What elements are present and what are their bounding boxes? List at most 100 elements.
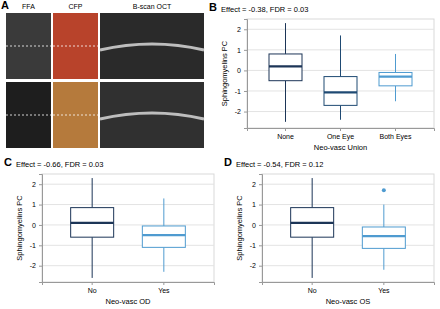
tick-label: 1 xyxy=(32,201,36,208)
tick-mark xyxy=(259,205,262,206)
boxes xyxy=(291,178,406,278)
whisker xyxy=(312,178,313,208)
column-header: CFP xyxy=(69,3,83,10)
figure: AFFACFPB-scan OCT-2-1012NoneOne EyeBoth … xyxy=(0,0,440,309)
median xyxy=(71,222,114,224)
tick-label: 0 xyxy=(237,67,241,74)
grid-line xyxy=(262,224,434,225)
tick-mark xyxy=(259,266,262,267)
axis-title: Sphingomyelins PC xyxy=(235,195,244,261)
tick: 2 xyxy=(32,181,42,188)
axis-line xyxy=(259,175,263,283)
tick: Yes xyxy=(378,282,390,294)
grid-line xyxy=(42,224,214,225)
tick-mark xyxy=(39,245,42,246)
tick-label: -2 xyxy=(30,262,36,269)
grid-line xyxy=(42,204,214,205)
tick-label: None xyxy=(277,133,294,140)
scan-line xyxy=(53,115,98,116)
panel-label: B xyxy=(209,1,217,13)
grid-line xyxy=(262,204,434,205)
box-chart: -2-1012NoYesDEffect = -0.54, FDR = 0.12N… xyxy=(224,156,435,306)
tick-mark xyxy=(259,184,262,185)
tick: 0 xyxy=(32,222,42,229)
tick-label: -1 xyxy=(30,242,36,249)
tick-label: -1 xyxy=(235,88,241,95)
tick-label: -1 xyxy=(250,242,256,249)
scan-line xyxy=(6,46,51,47)
box xyxy=(269,23,302,122)
tick: 2 xyxy=(252,181,262,188)
whisker xyxy=(92,178,93,208)
axis-title: Sphingomyelins PC xyxy=(220,40,229,106)
whisker xyxy=(395,86,396,101)
box-body xyxy=(379,72,412,85)
tick-label: No xyxy=(88,287,97,294)
tick-label: 1 xyxy=(237,47,241,54)
whisker xyxy=(383,248,384,269)
whisker xyxy=(163,247,164,271)
axis-line xyxy=(43,283,215,286)
outlier xyxy=(382,188,386,192)
tick-mark xyxy=(259,245,262,246)
box-body xyxy=(291,208,334,238)
tick-mark xyxy=(244,50,247,51)
median xyxy=(142,234,185,236)
tick: None xyxy=(277,128,294,140)
image xyxy=(6,82,51,148)
box-chart: -2-1012NoneOne EyeBoth EyesBEffect = -0.… xyxy=(209,1,435,152)
tick-mark xyxy=(39,205,42,206)
column-header: B-scan OCT xyxy=(133,3,172,10)
grid-line xyxy=(42,184,214,185)
tick-label: One Eye xyxy=(327,133,354,141)
tick-mark xyxy=(39,184,42,185)
chart-title: Effect = -0.38, FDR = 0.03 xyxy=(221,5,308,14)
x-axis: NoYes xyxy=(263,282,435,294)
y-axis: -2 -1 0 1 2 xyxy=(30,175,43,283)
box-body xyxy=(269,54,302,81)
median xyxy=(324,91,357,93)
median xyxy=(379,75,412,77)
plot-frame xyxy=(247,19,434,128)
tick-label: 2 xyxy=(252,181,256,188)
tick-mark xyxy=(39,225,42,226)
axis-title: Neo-vasc OS xyxy=(326,297,371,306)
box-body xyxy=(142,226,185,247)
axis-title: Sphingomyelins PC xyxy=(15,195,24,261)
median xyxy=(362,235,405,237)
axis-title: Neo-vasc OD xyxy=(105,297,151,306)
box-chart: -2 -1 0 1 2 NoYes C Effect = -0.66, FDR = 0.03 N… xyxy=(4,156,215,306)
x-axis: NoYes xyxy=(43,282,215,294)
whisker xyxy=(383,205,384,227)
panel-label: D xyxy=(224,156,232,168)
tick: 1 xyxy=(32,201,42,208)
tick: 0 xyxy=(237,67,247,74)
tick-label: 2 xyxy=(237,26,241,33)
whisker xyxy=(340,35,341,76)
tick-mark xyxy=(312,282,313,285)
tick: -2 xyxy=(30,262,42,269)
box xyxy=(379,54,412,101)
axis-line xyxy=(244,20,248,129)
panel-label: C xyxy=(4,156,12,168)
x-axis: NoneOne EyeBoth Eyes xyxy=(248,128,435,141)
box xyxy=(324,35,357,119)
tick-mark xyxy=(92,282,93,285)
median xyxy=(291,222,334,224)
whisker xyxy=(92,237,93,278)
image xyxy=(100,13,204,79)
whisker xyxy=(340,105,341,119)
tick-label: Yes xyxy=(378,287,390,294)
panel-a: AFFACFPB-scan OCT xyxy=(1,0,204,148)
tick: -1 xyxy=(250,242,262,249)
tick-mark xyxy=(244,29,247,30)
tick-mark xyxy=(163,282,164,285)
chart-title: Effect = -0.66, FDR = 0.03 xyxy=(16,160,103,169)
tick: 2 xyxy=(237,26,247,33)
retina-layer xyxy=(100,113,204,119)
axis-title: Neo-vasc Union xyxy=(314,143,367,152)
tick-mark xyxy=(383,282,384,285)
tick-mark xyxy=(285,128,286,131)
whisker xyxy=(285,81,286,122)
tick: -2 xyxy=(250,262,262,269)
